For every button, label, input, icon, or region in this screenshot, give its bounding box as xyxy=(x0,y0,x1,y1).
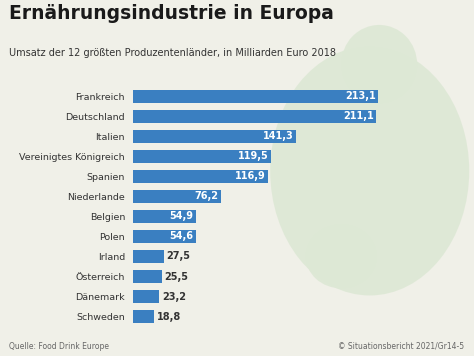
Text: 116,9: 116,9 xyxy=(235,172,265,182)
Bar xyxy=(133,90,379,103)
Bar xyxy=(133,150,271,163)
Text: 54,6: 54,6 xyxy=(169,231,193,241)
Text: 211,1: 211,1 xyxy=(343,111,374,121)
Text: 23,2: 23,2 xyxy=(162,292,186,302)
Bar xyxy=(133,130,296,143)
Bar xyxy=(133,210,196,223)
Text: 213,1: 213,1 xyxy=(346,91,376,101)
Ellipse shape xyxy=(341,25,417,103)
Text: 141,3: 141,3 xyxy=(263,131,293,141)
Bar xyxy=(133,110,376,123)
Text: 54,9: 54,9 xyxy=(170,211,194,221)
Text: 76,2: 76,2 xyxy=(194,192,219,201)
Text: 18,8: 18,8 xyxy=(157,312,181,321)
Text: Ernährungsindustrie in Europa: Ernährungsindustrie in Europa xyxy=(9,4,334,22)
Bar xyxy=(133,250,164,263)
Bar xyxy=(133,230,196,243)
Text: © Situationsbericht 2021/Gr14-5: © Situationsbericht 2021/Gr14-5 xyxy=(338,342,465,351)
Text: Umsatz der 12 größten Produzentenländer, in Milliarden Euro 2018: Umsatz der 12 größten Produzentenländer,… xyxy=(9,48,337,58)
Bar xyxy=(133,290,159,303)
Bar xyxy=(133,170,267,183)
Bar xyxy=(133,270,162,283)
Ellipse shape xyxy=(270,46,469,295)
Text: 25,5: 25,5 xyxy=(164,272,189,282)
Bar xyxy=(133,190,220,203)
Ellipse shape xyxy=(306,224,377,288)
Text: 27,5: 27,5 xyxy=(167,251,191,262)
Text: Quelle: Food Drink Europe: Quelle: Food Drink Europe xyxy=(9,342,109,351)
Text: 119,5: 119,5 xyxy=(237,151,268,162)
Bar xyxy=(133,310,155,323)
